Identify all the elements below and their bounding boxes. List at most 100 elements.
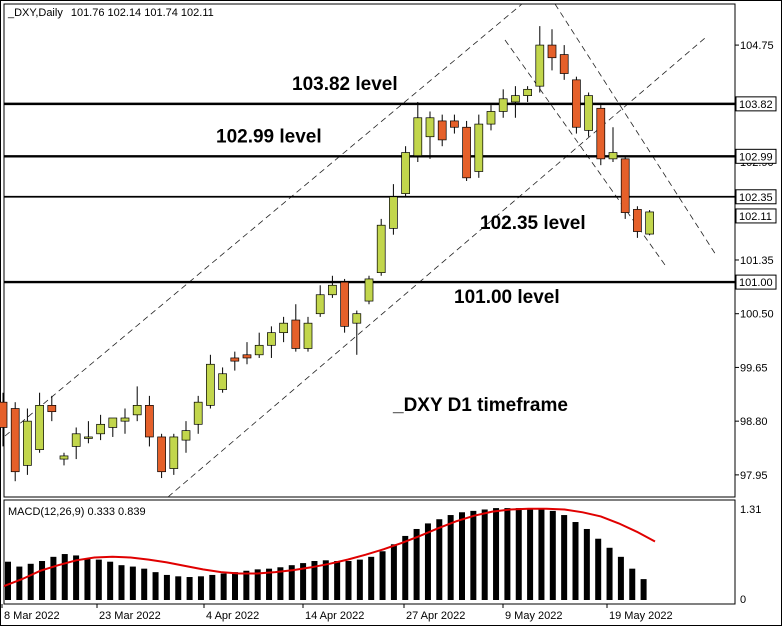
candle-bull <box>218 373 227 390</box>
level-label-102-35: 102.35 level <box>480 213 586 234</box>
macd-panel-frame <box>3 499 736 605</box>
macd-bar <box>95 559 102 600</box>
x-tick-label: 27 Apr 2022 <box>406 610 465 622</box>
candle-bear <box>437 120 447 141</box>
candle-bear <box>620 158 630 213</box>
x-tick-label: 14 Apr 2022 <box>305 610 364 622</box>
chart-header: _DXY,Daily 101.76 102.14 101.74 102.11 <box>7 7 214 19</box>
macd-bar <box>39 561 46 600</box>
candle-bull <box>84 436 93 439</box>
macd-bar <box>493 508 500 600</box>
candle-bull <box>328 284 337 296</box>
candle-bear <box>145 405 154 438</box>
macd-bar <box>197 576 204 600</box>
candle-bull <box>169 436 179 469</box>
candle-bull <box>206 363 215 406</box>
macd-bar <box>527 508 534 600</box>
candle-bull <box>254 344 264 356</box>
macd-bar <box>175 576 182 600</box>
candle-bear <box>596 107 606 160</box>
candle-bull <box>71 433 81 447</box>
level-price-tag-label: 103.82 <box>739 99 773 111</box>
ohlc-readout: 101.76 102.14 101.74 102.11 <box>71 7 214 19</box>
macd-bar <box>322 560 329 600</box>
macd-bar <box>572 522 579 600</box>
macd-bar <box>254 569 261 600</box>
macd-bar <box>311 561 318 600</box>
y-tick-label: 104.75 <box>740 40 774 52</box>
macd-bar <box>209 574 216 600</box>
macd-bar <box>220 573 227 600</box>
symbol-label: _DXY,Daily <box>7 7 63 19</box>
macd-bar <box>504 508 511 600</box>
candle-bear <box>230 357 240 362</box>
level-price-tag-label: 102.99 <box>739 151 773 163</box>
candle-bear <box>572 79 581 128</box>
candle-bull <box>279 322 288 334</box>
macd-bar <box>515 508 522 600</box>
macd-bar <box>356 559 363 600</box>
macd-bar <box>447 515 454 600</box>
candle-bull <box>584 95 593 131</box>
channel-upper-line <box>4 3 523 437</box>
macd-bar <box>413 528 420 600</box>
candle-bull <box>645 211 654 235</box>
candle-bull <box>498 98 508 112</box>
macd-bar <box>424 523 431 600</box>
y-tick-label: 99.65 <box>740 362 768 374</box>
macd-bar <box>629 568 636 600</box>
candle-bear <box>462 126 471 179</box>
candle-bull <box>608 152 618 160</box>
candle-bear <box>157 436 166 473</box>
macd-bar <box>481 509 488 600</box>
candle-bull <box>193 401 203 425</box>
level-label-102-99: 102.99 level <box>216 126 322 147</box>
macd-bar <box>470 510 477 600</box>
candle-bear <box>47 405 57 413</box>
candle-bull <box>511 95 520 103</box>
macd-bar <box>152 572 159 600</box>
macd-bar <box>368 556 375 600</box>
candle-bull <box>96 423 105 435</box>
candle-bull <box>486 111 496 125</box>
macd-bar <box>5 561 11 600</box>
candle-bull <box>376 224 386 273</box>
macd-bar <box>50 556 57 600</box>
candle-bull <box>364 278 374 302</box>
macd-bar <box>402 535 409 600</box>
candles-group <box>0 26 654 482</box>
macd-y-tick-zero: 0 <box>740 594 746 606</box>
candle-bear <box>291 319 301 349</box>
macd-bar <box>186 577 193 600</box>
macd-bar <box>300 563 307 600</box>
candle-bear <box>10 408 20 473</box>
x-tick-label: 4 Apr 2022 <box>206 610 259 622</box>
candle-bull <box>523 88 532 96</box>
candle-bull <box>23 420 32 466</box>
candle-bull <box>401 152 410 194</box>
price-panel-frame <box>3 3 736 498</box>
candle-bull <box>120 417 130 422</box>
macd-bar <box>84 558 91 600</box>
level-label-101-00: 101.00 level <box>454 287 560 308</box>
macd-bar <box>640 579 647 600</box>
macd-bar <box>436 519 443 600</box>
candle-bear <box>547 44 557 59</box>
channel-lower-line <box>167 37 706 498</box>
candle-bull <box>132 405 142 416</box>
last-price-label: 102.11 <box>739 211 772 223</box>
macd-signal-line <box>3 507 656 588</box>
candle-bull <box>35 405 44 450</box>
macd-bar <box>118 565 125 600</box>
x-tick-label: 9 May 2022 <box>505 610 562 622</box>
candle-bear <box>0 401 8 428</box>
x-tick-label: 19 May 2022 <box>609 610 673 622</box>
candle-bull <box>108 417 118 428</box>
macd-bar <box>288 565 295 600</box>
macd-bar <box>61 554 68 600</box>
candle-bear <box>340 281 349 327</box>
macd-bar <box>107 561 114 600</box>
candle-bull <box>181 430 191 441</box>
candle-bear <box>633 209 642 232</box>
